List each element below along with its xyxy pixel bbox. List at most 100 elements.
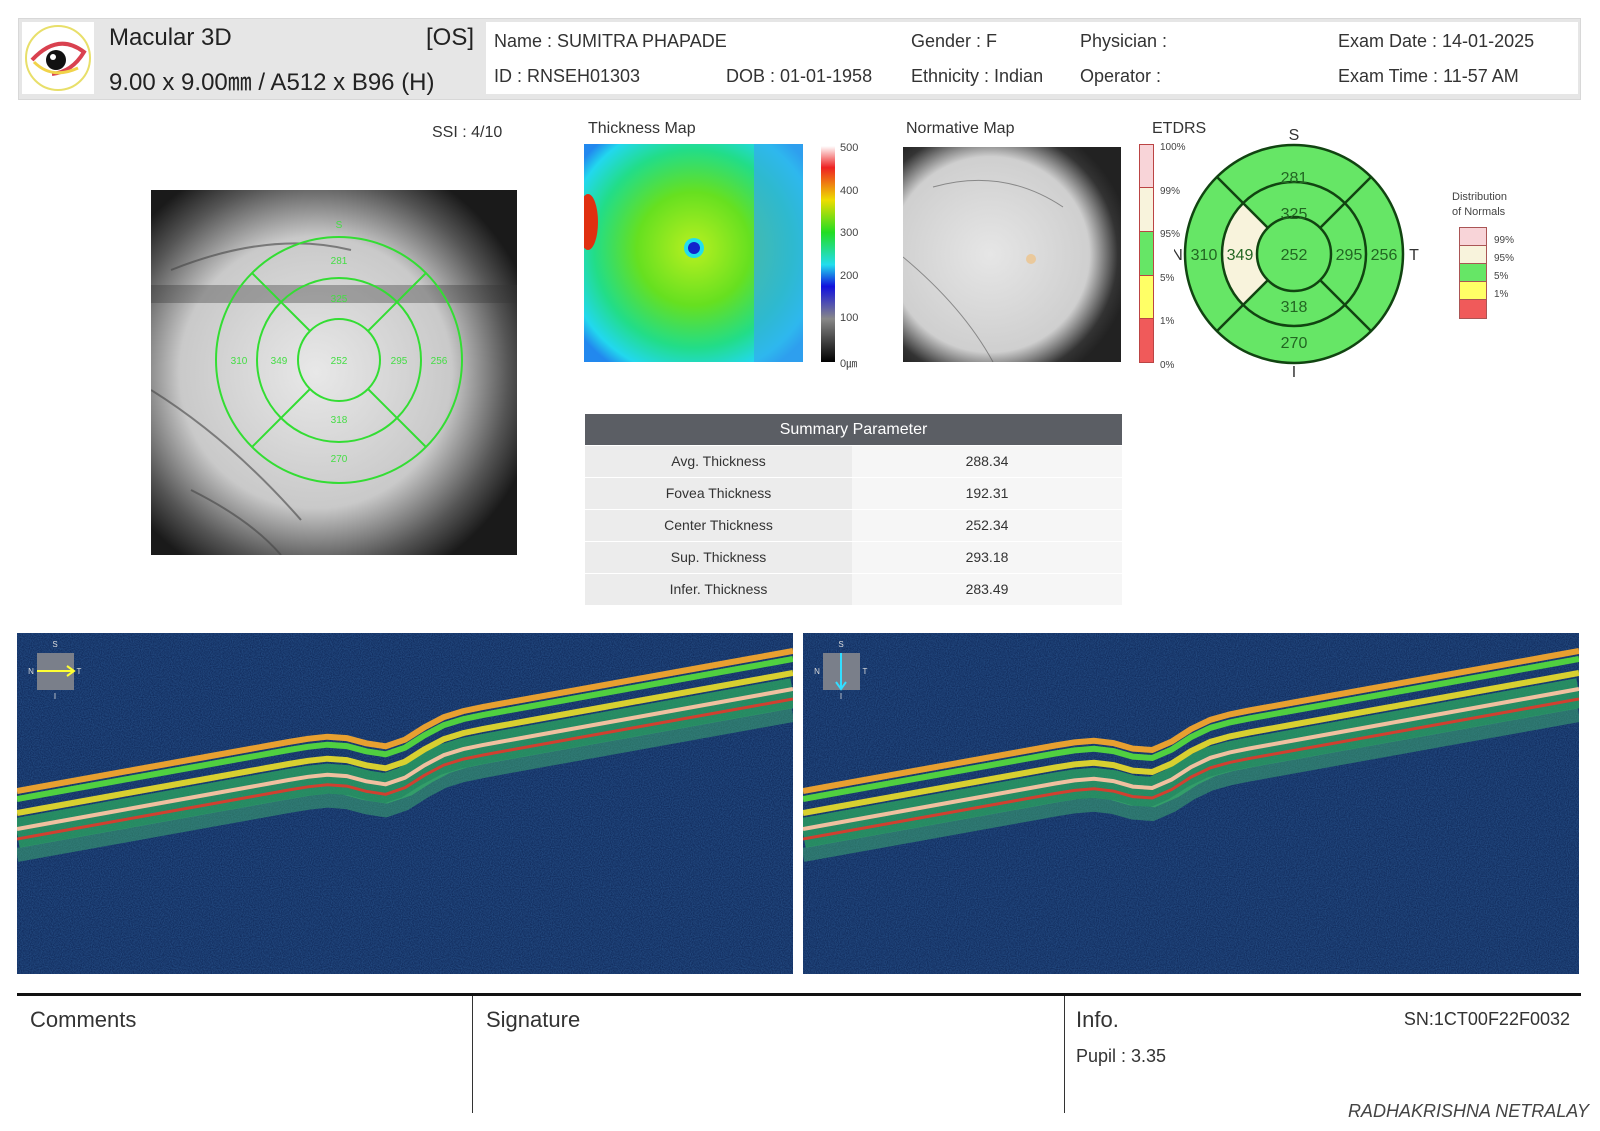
fundus-outer-i: 270 (331, 454, 348, 465)
direction-n: N (814, 667, 820, 676)
direction-i: I (840, 692, 842, 701)
etdrs-grid: S I N T 281 325 310 349 252 295 256 318 … (1174, 127, 1419, 381)
direction-s: S (838, 640, 843, 649)
signature-label: Signature (486, 1007, 581, 1032)
info-label: Info. (1076, 1007, 1119, 1032)
parameter-name: Center Thickness (585, 510, 852, 541)
etdrs-center: 252 (1281, 247, 1308, 264)
etdrs-outer-t: 256 (1371, 247, 1398, 264)
patient-name: Name : SUMITRA PHAPADE (494, 31, 727, 51)
eye-logo-icon (22, 22, 94, 94)
clinic-name: RADHAKRISHNA NETRALAY (1347, 1101, 1589, 1121)
parameter-value: 288.34 (852, 446, 1122, 477)
etdrs-inner-t: 295 (1336, 247, 1363, 264)
etdrs-outer-s: 281 (1281, 170, 1308, 187)
operator: Operator : (1080, 66, 1162, 86)
direction-s: S (52, 640, 57, 649)
etdrs-inner-n: 349 (1227, 247, 1254, 264)
etdrs-outer-i: 270 (1281, 335, 1308, 352)
etdrs-scale-tick: 100% (1160, 142, 1186, 153)
colorbar-tick: 500 (840, 142, 859, 154)
etdrs-scale-tick: 5% (1160, 272, 1175, 284)
parameter-name: Fovea Thickness (585, 478, 852, 509)
ssi-value: SSI : 4/10 (432, 124, 503, 141)
footer-separator (1064, 996, 1065, 1113)
serial-number: SN:1CT00F22F0032 (1403, 1009, 1570, 1029)
physician: Physician : (1080, 31, 1168, 51)
etdrs-scale-tick: 99% (1160, 185, 1181, 197)
patient-ethnicity: Ethnicity : Indian (911, 66, 1044, 86)
parameter-value: 293.18 (852, 542, 1122, 573)
parameter-name: Infer. Thickness (585, 574, 852, 605)
patient-gender: Gender : F (911, 31, 998, 51)
etdrs-scale-tick: 1% (1160, 316, 1175, 328)
distribution-legend (1459, 227, 1487, 319)
fundus-outer-s: 281 (331, 256, 348, 267)
etdrs-s: S (1289, 127, 1300, 144)
colorbar-tick: 200 (840, 269, 859, 282)
parameter-name: Avg. Thickness (585, 446, 852, 477)
patient-info (486, 22, 1578, 94)
colorbar-tick: 100 (840, 312, 859, 324)
oct-bscan-horizontal: S I N T (17, 633, 793, 974)
etdrs-scale-tick: 95% (1160, 229, 1181, 241)
fundus-center: 252 (331, 356, 348, 367)
fundus-inner-n: 349 (271, 356, 288, 367)
distribution-tick: 1% (1494, 289, 1509, 300)
parameter-name: Sup. Thickness (585, 542, 852, 573)
normative-map-label: Normative Map (906, 120, 1015, 137)
parameter-value: 283.49 (852, 574, 1122, 605)
direction-t: T (77, 667, 82, 676)
distribution-tick: 5% (1494, 271, 1509, 282)
thickness-map (584, 144, 803, 362)
thickness-colorbar (821, 146, 835, 362)
thickness-map-label: Thickness Map (588, 120, 696, 137)
etdrs-inner-s: 325 (1281, 206, 1308, 223)
distribution-title-2: of Normals (1452, 206, 1506, 218)
colorbar-tick: 300 (840, 227, 859, 239)
colorbar-tick: 400 (840, 184, 859, 197)
fundus-inner-t: 295 (391, 356, 408, 367)
comments-label: Comments (30, 1007, 137, 1032)
fundus-s: S (336, 220, 343, 231)
parameter-value: 252.34 (852, 510, 1122, 541)
parameter-value: 192.31 (852, 478, 1122, 509)
distribution-tick: 99% (1494, 235, 1515, 246)
patient-id: ID : RNSEH01303 (494, 66, 641, 86)
direction-t: T (863, 667, 868, 676)
oct-bscan-vertical: S I N T (803, 633, 1579, 974)
patient-dob: DOB : 01-01-1958 (726, 66, 873, 86)
summary-row: Fovea Thickness 192.31 (585, 477, 1122, 509)
etdrs-label: ETDRS (1152, 120, 1207, 137)
summary-title: Summary Parameter (585, 414, 1122, 445)
summary-row: Sup. Thickness 293.18 (585, 541, 1122, 573)
fundus-image: S 281 325 310 349 252 295 256 318 270 (151, 190, 517, 555)
footer-divider (17, 993, 1581, 996)
etdrs-n: N (1174, 247, 1183, 264)
etdrs-outer-n: 310 (1191, 247, 1218, 264)
distribution-title: Distribution (1452, 191, 1508, 203)
normative-map (903, 147, 1121, 362)
exam-time: Exam Time : 11-57 AM (1338, 66, 1519, 86)
colorbar-tick: 0㎛ (840, 357, 858, 370)
footer-separator (472, 996, 473, 1113)
summary-parameter-table: Summary Parameter Avg. Thickness 288.34 Fo… (585, 414, 1122, 605)
pupil-size: Pupil : 3.35 (1076, 1046, 1167, 1066)
etdrs-scale-tick: 0% (1160, 360, 1175, 371)
distribution-tick: 95% (1494, 253, 1515, 264)
summary-row: Center Thickness 252.34 (585, 509, 1122, 541)
etdrs-t: T (1409, 247, 1419, 264)
scan-arrow-icon (37, 665, 76, 677)
summary-row: Avg. Thickness 288.34 (585, 445, 1122, 477)
scan-protocol: 9.00 x 9.00㎜ / A512 x B96 (H) (109, 69, 435, 96)
etdrs-i: I (1292, 364, 1296, 381)
etdrs-inner-i: 318 (1281, 299, 1308, 316)
scan-arrow-icon (835, 653, 847, 691)
summary-row: Infer. Thickness 283.49 (585, 573, 1122, 605)
fundus-outer-t: 256 (431, 356, 448, 367)
direction-i: I (54, 692, 56, 701)
fundus-inner-s: 325 (331, 294, 348, 305)
exam-title: Macular 3D (109, 24, 232, 51)
fundus-outer-n: 310 (231, 356, 248, 367)
